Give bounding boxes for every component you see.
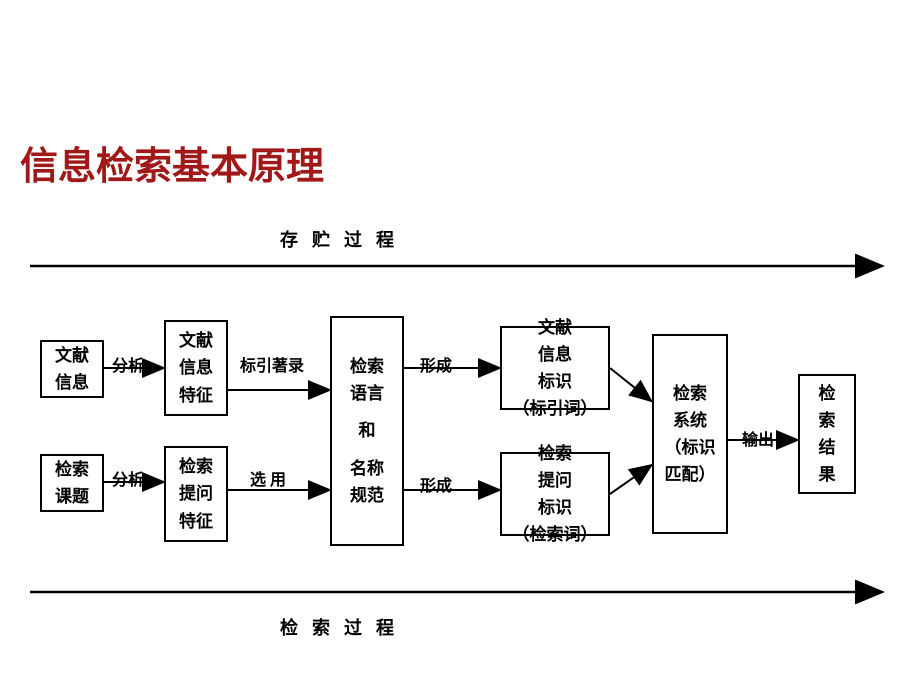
- box-lit_feat: 文献信息特征: [164, 320, 228, 416]
- box-line: 检索: [350, 353, 384, 380]
- box-q_feat: 检索提问特征: [164, 446, 228, 542]
- box-lit_info: 文献信息: [40, 340, 104, 398]
- edge-label: 选 用: [250, 466, 286, 490]
- box-result: 检索结果: [798, 374, 856, 494]
- box-line: 结: [819, 434, 836, 461]
- box-line: 标识: [538, 494, 572, 521]
- edge-label: 分析: [112, 352, 144, 376]
- box-line: 文献: [538, 314, 572, 341]
- box-line: [365, 445, 369, 455]
- box-lit_id: 文献信息标识（标引词）: [500, 326, 610, 410]
- diagram-svg: [0, 0, 920, 690]
- retrieval-process-label: 检索过程: [280, 614, 408, 640]
- box-line: 系统: [673, 407, 707, 434]
- edge-label: 形成: [420, 352, 452, 376]
- box-line: （检索词）: [513, 521, 598, 548]
- box-line: 标识: [538, 368, 572, 395]
- box-q_id: 检索提问标识（检索词）: [500, 452, 610, 536]
- edge-arrow: [610, 368, 650, 400]
- page-title: 信息检索基本原理: [20, 135, 324, 190]
- edge-label: 形成: [420, 472, 452, 496]
- box-line: 文献: [55, 342, 89, 369]
- box-system: 检索系统（标识匹配）: [652, 334, 728, 534]
- box-line: 文献: [179, 327, 213, 354]
- box-topic: 检索课题: [40, 454, 104, 512]
- box-line: 检: [819, 380, 836, 407]
- box-line: 检索: [179, 453, 213, 480]
- box-line: 特征: [179, 508, 213, 535]
- box-line: 检索: [673, 380, 707, 407]
- box-line: （标引词）: [513, 395, 598, 422]
- box-line: 检索: [55, 456, 89, 483]
- edge-label: 分析: [112, 466, 144, 490]
- box-line: 提问: [538, 467, 572, 494]
- box-line: 特征: [179, 382, 213, 409]
- storage-process-label: 存贮过程: [280, 226, 408, 252]
- box-line: 名称: [350, 455, 384, 482]
- box-line: 规范: [350, 482, 384, 509]
- edge-arrow: [610, 466, 650, 494]
- box-line: 检索: [538, 440, 572, 467]
- box-line: 信息: [55, 369, 89, 396]
- box-line: 课题: [55, 483, 89, 510]
- box-line: 匹配）: [665, 461, 716, 488]
- box-line: （标识: [665, 434, 716, 461]
- box-line: 信息: [179, 354, 213, 381]
- edge-label: 标引著录: [240, 352, 304, 376]
- box-lang_norm: 检索语言 和 名称规范: [330, 316, 404, 546]
- box-line: 果: [819, 461, 836, 488]
- box-line: [365, 407, 369, 417]
- box-line: 索: [819, 407, 836, 434]
- edge-label: 输出: [742, 426, 774, 450]
- box-line: 信息: [538, 341, 572, 368]
- box-line: 提问: [179, 480, 213, 507]
